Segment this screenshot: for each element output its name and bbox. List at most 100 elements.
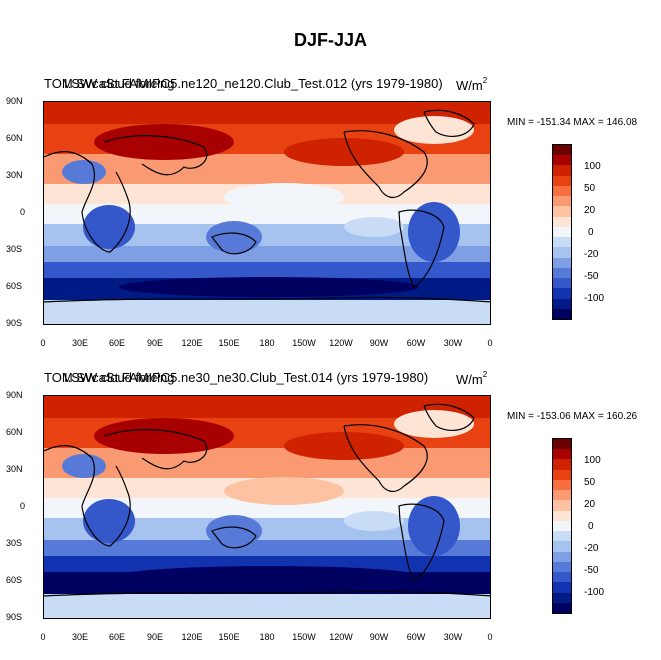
colorbar-box (553, 288, 571, 300)
lon-tick-label: 0 (487, 338, 493, 348)
colorbar-label: 20 (584, 205, 596, 216)
colorbar-box (553, 500, 571, 512)
lon-tick-label: 30E (71, 338, 89, 348)
lat-tick-label: 30N (6, 464, 23, 474)
lon-tick-label: 0 (40, 632, 46, 642)
lon-tick-label: 0 (40, 338, 46, 348)
lon-tick-label: 60W (406, 632, 426, 642)
lon-tick-label: 60E (108, 338, 126, 348)
colorbar-box (553, 469, 571, 481)
colorbar-box (553, 551, 571, 563)
map-field (44, 102, 490, 324)
colorbar-box (553, 602, 571, 614)
lat-tick-label: 90N (6, 96, 23, 106)
colorbar-label: 20 (584, 499, 596, 510)
lat-tick-label: 0 (20, 501, 26, 511)
colorbar-box (553, 206, 571, 218)
plot-title: DJF-JJA (293, 30, 368, 50)
colorbar-label: -100 (584, 587, 605, 598)
lon-tick-label: 30W (443, 338, 463, 348)
lat-tick-label: 60S (6, 281, 23, 291)
map-field (44, 396, 490, 618)
colorbar-box (553, 226, 571, 238)
colorbar-box (553, 520, 571, 532)
colorbar-box (553, 145, 571, 156)
colorbar-box (553, 175, 571, 187)
lon-tick-label: 30W (443, 632, 463, 642)
colorbar-box (553, 561, 571, 573)
lon-tick-label: 90W (369, 338, 389, 348)
colorbar-label: -20 (584, 249, 599, 260)
lon-tick-label: 120W (329, 632, 353, 642)
colorbar-box (553, 267, 571, 279)
colorbar-label: 50 (584, 183, 596, 194)
colorbar-box (553, 531, 571, 542)
colorbar-label: -100 (584, 293, 605, 304)
colorbar-label: 0 (588, 227, 594, 238)
lon-tick-label: 90E (146, 632, 164, 642)
lat-tick-label: 30N (6, 170, 23, 180)
colorbar-box (553, 216, 571, 228)
colorbar-label: 100 (584, 455, 601, 466)
colorbar-box (553, 592, 571, 604)
colorbar-box (553, 247, 571, 259)
lat-tick-label: 90S (6, 612, 23, 622)
colorbar-label: 50 (584, 477, 596, 488)
lat-tick-label: 90N (6, 390, 23, 400)
panel-units: W/m2 (456, 76, 488, 93)
colorbar-label: -20 (584, 543, 599, 554)
colorbar-box (553, 165, 571, 177)
colorbar-label: -50 (584, 565, 599, 576)
colorbar-box (553, 479, 571, 491)
panel-center-string: I.SWcaSt.FAMIPC5.ne30_ne30.Club_Test.014… (64, 370, 429, 385)
panel-left-string: TOM SW cloud forcing (44, 76, 175, 91)
lon-tick-label: 120W (329, 338, 353, 348)
colorbar-box (553, 582, 571, 594)
colorbar (552, 144, 572, 320)
colorbar-box (553, 439, 571, 450)
colorbar-box (553, 510, 571, 522)
lon-tick-label: 90W (369, 632, 389, 642)
panel-top: TOM SW cloud forcing I.SWcaSt.FAMIPC5.ne… (0, 72, 661, 362)
lat-tick-label: 60N (6, 427, 23, 437)
colorbar-box (553, 196, 571, 207)
lat-tick-label: 30S (6, 244, 23, 254)
map-plot (43, 395, 491, 619)
lon-tick-label: 180 (259, 632, 275, 642)
colorbar-box (553, 237, 571, 248)
lat-tick-label: 30S (6, 538, 23, 548)
panel-bottom: TOM SW cloud forcing I.SWcaSt.FAMIPC5.ne… (0, 366, 661, 656)
colorbar-box (553, 298, 571, 310)
lat-tick-label: 60S (6, 575, 23, 585)
colorbar-box (553, 449, 571, 460)
lon-tick-label: 0 (487, 632, 493, 642)
colorbar-box (553, 308, 571, 320)
colorbar-label: -50 (584, 271, 599, 282)
lon-tick-label: 90E (146, 338, 164, 348)
colorbar (552, 438, 572, 614)
colorbar-box (553, 278, 571, 289)
lon-tick-label: 150E (218, 632, 240, 642)
colorbar-box (553, 490, 571, 501)
lat-tick-label: 60N (6, 133, 23, 143)
lon-tick-label: 120E (181, 632, 203, 642)
lon-tick-label: 150E (218, 338, 240, 348)
colorbar-box (553, 572, 571, 583)
lon-tick-label: 180 (259, 338, 275, 348)
colorbar-box (553, 185, 571, 197)
min-max-label: MIN = -151.34 MAX = 146.08 (507, 117, 638, 128)
lon-tick-label: 120E (181, 338, 203, 348)
panel-units: W/m2 (456, 370, 488, 387)
min-max-label: MIN = -153.06 MAX = 160.26 (507, 411, 638, 422)
colorbar-label: 100 (584, 161, 601, 172)
lon-tick-label: 150W (292, 338, 316, 348)
lon-tick-label: 150W (292, 632, 316, 642)
colorbar-label: 0 (588, 521, 594, 532)
colorbar-box (553, 541, 571, 553)
lon-tick-label: 30E (71, 632, 89, 642)
lon-tick-label: 60W (406, 338, 426, 348)
map-plot (43, 101, 491, 325)
colorbar-box (553, 257, 571, 269)
lon-tick-label: 60E (108, 632, 126, 642)
lat-tick-label: 90S (6, 318, 23, 328)
